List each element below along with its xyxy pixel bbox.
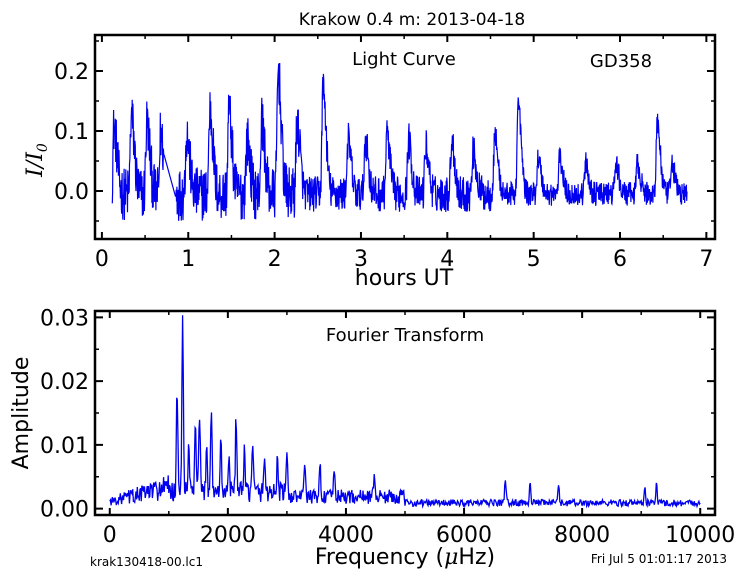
fourier-x-tick-label: 8000 — [554, 523, 610, 548]
light-curve-series — [111, 62, 688, 221]
star-name-annotation: GD358 — [590, 51, 652, 72]
light-curve-x-tick-label: 4 — [440, 247, 454, 272]
y-axis-label-subscript: 0 — [35, 143, 51, 152]
light-curve-frame — [93, 33, 717, 241]
fourier-transform-panel: 0 2000 4000 6000 8000 10000 0.00 0.01 0.02 0.03 F… — [9, 306, 735, 570]
fourier-y-axis-label: Amplitude — [9, 357, 34, 470]
fourier-x-axis-label: Frequency (μHz) — [315, 545, 495, 570]
y-axis-label-main: I/I — [23, 151, 48, 178]
fourier-series — [109, 315, 701, 509]
figure-title: Krakow 0.4 m: 2013-04-18 — [299, 10, 525, 30]
light-curve-x-tick-label: 2 — [268, 247, 282, 272]
x-axis-label-tail: Hz) — [458, 545, 495, 570]
light-curve-x-tick-label: 6 — [613, 247, 627, 272]
timestamp-label: Fri Jul 5 01:01:17 2013 — [591, 552, 727, 566]
fourier-x-tick-label: 0 — [103, 523, 117, 548]
light-curve-y-tick-label: 0.2 — [54, 60, 89, 85]
fourier-y-tick-label: 0.03 — [40, 306, 89, 331]
x-axis-label-mu: μ — [444, 545, 458, 570]
light-curve-x-tick-label: 1 — [181, 247, 195, 272]
light-curve-y-tick-label: 0.1 — [54, 120, 89, 145]
light-curve-x-tick-label: 0 — [95, 247, 109, 272]
light-curve-annotation: Light Curve — [352, 49, 456, 70]
light-curve-x-axis-label: hours UT — [355, 266, 454, 291]
fourier-y-tick-label: 0.00 — [40, 498, 89, 523]
light-curve-gap-segment — [163, 154, 177, 197]
light-curve-y-tick-label: 0.0 — [54, 180, 89, 205]
file-name-label: krak130418-00.lc1 — [90, 555, 203, 569]
fourier-x-tick-label: 10000 — [665, 523, 735, 548]
fourier-y-tick-label: 0.02 — [40, 370, 89, 395]
fourier-annotation: Fourier Transform — [326, 325, 484, 346]
fourier-x-tick-label: 6000 — [436, 523, 492, 548]
fourier-x-tick-label: 2000 — [200, 523, 256, 548]
light-curve-y-axis-label: I/I0 — [23, 143, 51, 178]
fourier-y-tick-label: 0.01 — [40, 434, 89, 459]
light-curve-x-tick-label: 5 — [527, 247, 541, 272]
light-curve-panel: 0 1 2 3 4 5 6 7 0.0 0.1 0.2 Light Curve GD358 hour… — [23, 33, 717, 291]
x-axis-label-main: Frequency ( — [315, 545, 444, 570]
light-curve-x-tick-label: 3 — [354, 247, 368, 272]
fourier-x-tick-label: 4000 — [318, 523, 374, 548]
light-curve-x-tick-label: 7 — [699, 247, 713, 272]
